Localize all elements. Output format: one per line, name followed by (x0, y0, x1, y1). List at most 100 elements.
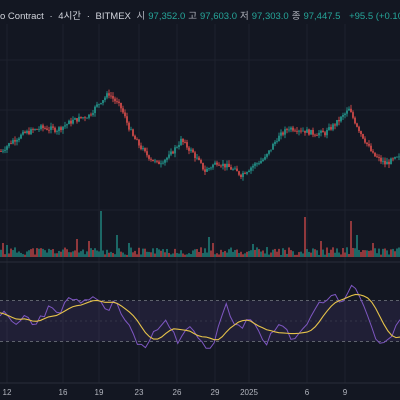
volume-bar (150, 252, 152, 257)
volume-bar (222, 252, 224, 257)
x-tick-label: 29 (211, 388, 220, 397)
volume-bar (36, 248, 38, 257)
candle-body (68, 120, 70, 125)
volume-bar (132, 252, 134, 257)
candle-body (224, 163, 226, 168)
volume-bar (248, 251, 250, 257)
volume-bar (384, 248, 386, 257)
volume-bar (50, 249, 52, 257)
volume-bar (86, 251, 88, 257)
candle-body (308, 129, 310, 135)
candle-body (230, 167, 232, 170)
candle-body (182, 138, 184, 143)
volume-bar (234, 250, 236, 257)
volume-bar (226, 252, 228, 257)
candle-body (288, 129, 290, 131)
volume-bar (130, 247, 132, 257)
candle-body (264, 156, 266, 160)
ohlc-value: 97,603.0 (200, 11, 237, 22)
volume-bar (178, 253, 180, 257)
candle-body (364, 138, 366, 143)
volume-bar (144, 248, 146, 257)
volume-bar (94, 248, 96, 257)
volume-bar (242, 254, 244, 257)
candle-body (98, 103, 100, 105)
candle-body (242, 172, 244, 177)
volume-bar (152, 248, 154, 257)
volume-bar (30, 249, 32, 257)
volume-bar (218, 254, 220, 257)
candle-body (322, 130, 324, 133)
volume-bar (176, 253, 178, 257)
volume-bar (98, 251, 100, 257)
candle-body (144, 148, 146, 152)
candle-body (142, 148, 144, 150)
candle-body (398, 156, 400, 158)
volume-bar (266, 247, 268, 257)
candle-body (16, 140, 18, 142)
candle-body (80, 116, 82, 118)
candle-body (150, 158, 152, 160)
x-tick-label: 16 (59, 388, 68, 397)
volume-bar (334, 252, 336, 257)
volume-bar (96, 250, 98, 257)
volume-bar (104, 254, 106, 257)
candle-body (314, 134, 316, 136)
x-tick-label: 6 (305, 388, 310, 397)
candle-body (74, 118, 76, 120)
volume-bar (256, 247, 258, 257)
candle-body (378, 157, 380, 158)
volume-bar (60, 251, 62, 257)
volume-bar (240, 251, 242, 257)
x-tick-label: 23 (135, 388, 144, 397)
volume-bar (128, 243, 130, 257)
volume-bar (350, 221, 352, 257)
volume-bar (102, 250, 104, 257)
volume-bar (378, 248, 380, 257)
volume-bar (84, 254, 86, 257)
volume-bar (372, 243, 374, 257)
symbol-name: o Contract (0, 11, 44, 22)
candle-body (44, 128, 46, 129)
candle-body (318, 132, 320, 136)
candle-body (284, 129, 286, 135)
candle-body (246, 172, 248, 174)
volume-bar (244, 253, 246, 257)
volume-bar (236, 249, 238, 257)
candle-body (148, 155, 150, 159)
volume-bar (68, 252, 70, 257)
candle-body (394, 157, 396, 159)
volume-bar (134, 250, 136, 257)
volume-bar (156, 248, 158, 257)
volume-bar (112, 252, 114, 257)
volume-bar (370, 250, 372, 257)
candle-body (196, 157, 198, 159)
interval-label[interactable]: 4시간 (58, 11, 82, 22)
volume-bar (250, 250, 252, 257)
volume-bar (288, 247, 290, 257)
volume-bar (252, 244, 254, 257)
volume-bar (66, 249, 68, 257)
candle-body (106, 93, 108, 98)
candle-body (20, 134, 22, 139)
candle-body (0, 151, 2, 152)
candle-body (348, 108, 350, 111)
candle-body (188, 147, 190, 151)
volume-bar (368, 250, 370, 257)
candle-body (90, 114, 92, 116)
x-tick-label: 26 (173, 388, 182, 397)
volume-bar (300, 251, 302, 257)
candle-body (42, 125, 44, 129)
candle-body (60, 127, 62, 131)
volume-bar (174, 248, 176, 257)
ohlc-key: 저 (239, 11, 249, 22)
candle-body (206, 168, 208, 172)
volume-bar (320, 241, 322, 257)
candle-body (328, 127, 330, 131)
volume-bar (390, 249, 392, 257)
candle-body (260, 161, 262, 164)
volume-bar (90, 248, 92, 257)
candle-body (200, 160, 202, 163)
volume-bar (188, 253, 190, 257)
